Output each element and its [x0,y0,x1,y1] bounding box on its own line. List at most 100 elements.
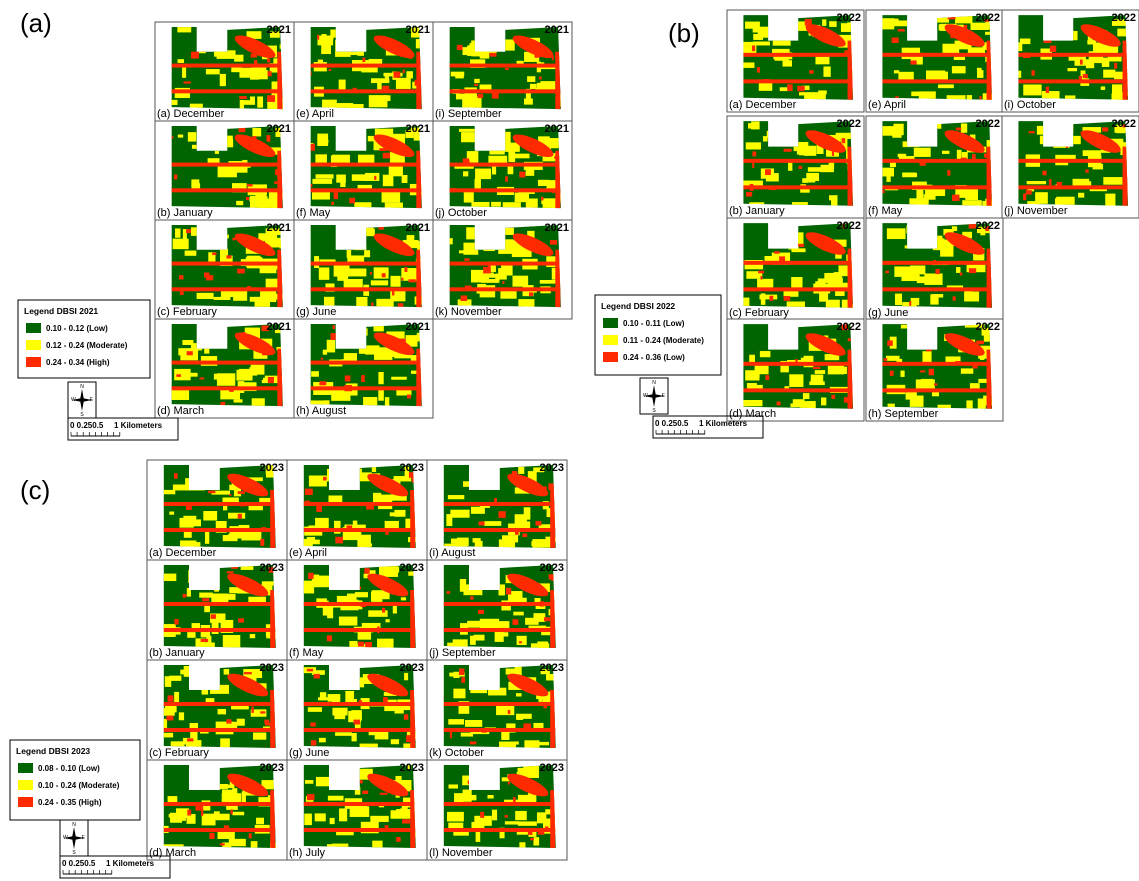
map-patch [335,732,352,736]
map-patch [926,73,936,80]
map-patch [359,348,371,354]
tile-year: 2021 [267,24,291,36]
map-stripe [308,89,426,93]
map-patch [491,202,501,207]
map-patch [505,821,519,824]
map-patch [334,192,338,199]
map-patch [232,812,244,815]
tile-year: 2022 [1112,118,1136,130]
map-stripe [441,828,560,832]
map-patch [1049,179,1052,185]
legend-swatch [603,335,618,345]
map-patch [390,512,395,516]
map-patch [1086,61,1094,68]
map-patch [339,617,357,626]
map-stripe [447,64,565,68]
map-patch [548,483,554,490]
map-patch [541,197,544,201]
map-patch [369,95,388,107]
map-patch [166,716,173,721]
map-patch [197,293,214,299]
map-patch [1046,87,1049,94]
map-patch [199,377,204,379]
map-patch [401,278,403,281]
tile-year: 2023 [260,562,284,574]
map-patch [237,269,245,274]
map-patch [183,516,196,526]
map-patch [1102,127,1108,131]
map-patch [204,605,210,612]
map-patch [465,795,476,800]
tile-caption: (j) September [429,647,496,659]
map-patch [355,592,368,597]
map-image [308,121,430,215]
map-patch [323,477,327,481]
tile-caption: (k) October [429,747,484,759]
map-patch [1020,39,1031,45]
map-patch [237,719,245,726]
tile-year: 2023 [540,562,564,574]
map-patch [229,839,246,846]
map-patch [251,841,258,847]
map-patch [965,189,978,200]
tile-caption: (b) January [149,647,205,659]
tile-year: 2023 [400,662,424,674]
scale-ticks: 0 0.250.5 [70,421,104,430]
map-image [741,10,863,107]
map-patch [454,793,463,803]
scale-unit: 1 Kilometers [699,419,748,428]
map-patch [370,816,388,822]
map-patch [748,123,759,128]
scale-unit: 1 Kilometers [114,421,163,430]
map-patch [396,78,411,89]
map-patch [957,150,962,159]
tile-caption: (b) January [729,205,785,217]
map-patch [550,240,557,245]
map-patch [524,507,531,519]
map-patch [517,636,527,645]
map-tile: 2023(c) February [147,660,287,760]
map-patch [333,325,335,329]
map-patch [206,275,213,280]
map-tile: 2023(a) December [147,460,287,560]
map-patch [310,722,315,726]
map-patch [953,296,956,300]
map-patch [498,511,505,518]
compass-letter: N [80,384,84,390]
map-patch [169,512,174,515]
map-patch [498,268,507,279]
map-patch [1105,194,1115,207]
map-patch [170,389,189,400]
map-patch [246,197,249,200]
map-image [441,560,560,655]
map-patch [257,96,263,107]
map-patch [978,398,986,409]
map-patch [500,290,516,298]
map-patch [383,153,390,159]
map-patch [938,84,954,88]
map-tile: 2022(b) January [727,116,865,218]
map-patch [319,381,326,385]
tile-caption: (f) May [296,207,331,219]
map-tile: 2021(f) May [294,121,433,220]
tile-year: 2021 [545,24,569,36]
map-tile: 2023(h) July [287,760,427,860]
legend-swatch [603,318,618,328]
map-patch [407,394,411,398]
map-patch [374,267,389,278]
map-stripe [880,53,996,57]
map-patch [952,66,966,73]
map-patch [316,174,334,178]
tile-year: 2023 [260,762,284,774]
map-patch [244,672,252,674]
map-patch [451,539,466,544]
map-patch [251,707,253,713]
legend-entry: 0.24 - 0.34 (High) [46,358,110,367]
map-patch [378,389,384,401]
map-tile: 2023(l) November [427,760,567,860]
map-patch [404,267,407,272]
map-patch [892,38,899,43]
map-patch [465,720,482,727]
map-patch [212,814,229,821]
map-image [880,116,999,212]
